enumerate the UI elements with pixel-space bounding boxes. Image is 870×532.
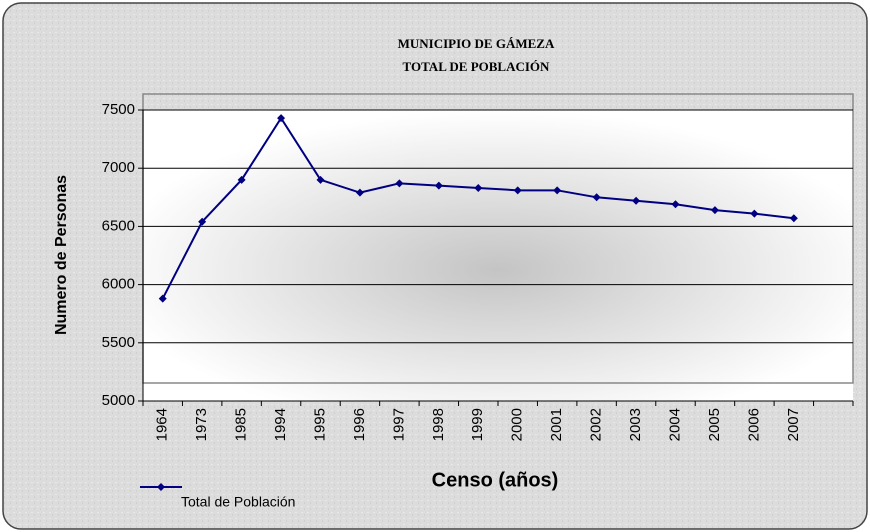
data-point [710, 206, 719, 215]
x-axis-label: Censo (años) [432, 469, 559, 491]
y-tick-label: 5500 [102, 334, 135, 351]
data-point [355, 188, 364, 197]
data-point [237, 175, 246, 184]
x-tick-label: 1964 [154, 408, 171, 441]
plot-area [143, 110, 853, 401]
chart-title: MUNICIPIO DE GÁMEZA [398, 36, 555, 51]
data-point [513, 186, 522, 195]
data-point [395, 179, 404, 188]
data-point [750, 209, 759, 218]
data-point [553, 186, 562, 195]
y-tick-label: 6500 [102, 217, 135, 234]
x-tick-label: 2004 [666, 408, 683, 441]
legend-marker [157, 483, 165, 491]
data-point [592, 193, 601, 202]
x-tick-label: 2000 [509, 408, 526, 441]
x-tick-label: 1995 [311, 408, 328, 441]
y-tick-label: 5000 [102, 392, 135, 409]
x-tick-label: 2007 [785, 408, 802, 441]
y-tick-label: 6000 [102, 276, 135, 293]
data-point [198, 217, 207, 226]
x-tick-label: 2006 [745, 408, 762, 441]
x-tick-label: 2001 [548, 408, 565, 441]
data-point [789, 214, 798, 223]
data-point [434, 181, 443, 190]
y-axis-label: Numero de Personas [53, 175, 70, 335]
x-tick-label: 1985 [233, 408, 250, 441]
x-tick-label: 1996 [351, 408, 368, 441]
data-point [671, 200, 680, 209]
y-tick-label: 7000 [102, 159, 135, 176]
x-tick-label: 2002 [588, 408, 605, 441]
x-tick-label: 1997 [390, 408, 407, 441]
x-tick-label: 1999 [469, 408, 486, 441]
data-point [316, 175, 325, 184]
data-point [158, 294, 167, 303]
x-tick-label: 2003 [627, 408, 644, 441]
data-point [632, 196, 641, 205]
x-tick-label: 1994 [272, 408, 289, 441]
y-tick-label: 7500 [102, 101, 135, 118]
x-tick-label: 2005 [706, 408, 723, 441]
legend-label: Total de Población [181, 494, 295, 510]
data-point [474, 183, 483, 192]
data-point [277, 114, 286, 123]
x-tick-label: 1998 [430, 408, 447, 441]
chart-title: TOTAL DE POBLACIÓN [403, 59, 550, 74]
x-tick-label: 1973 [193, 408, 210, 441]
